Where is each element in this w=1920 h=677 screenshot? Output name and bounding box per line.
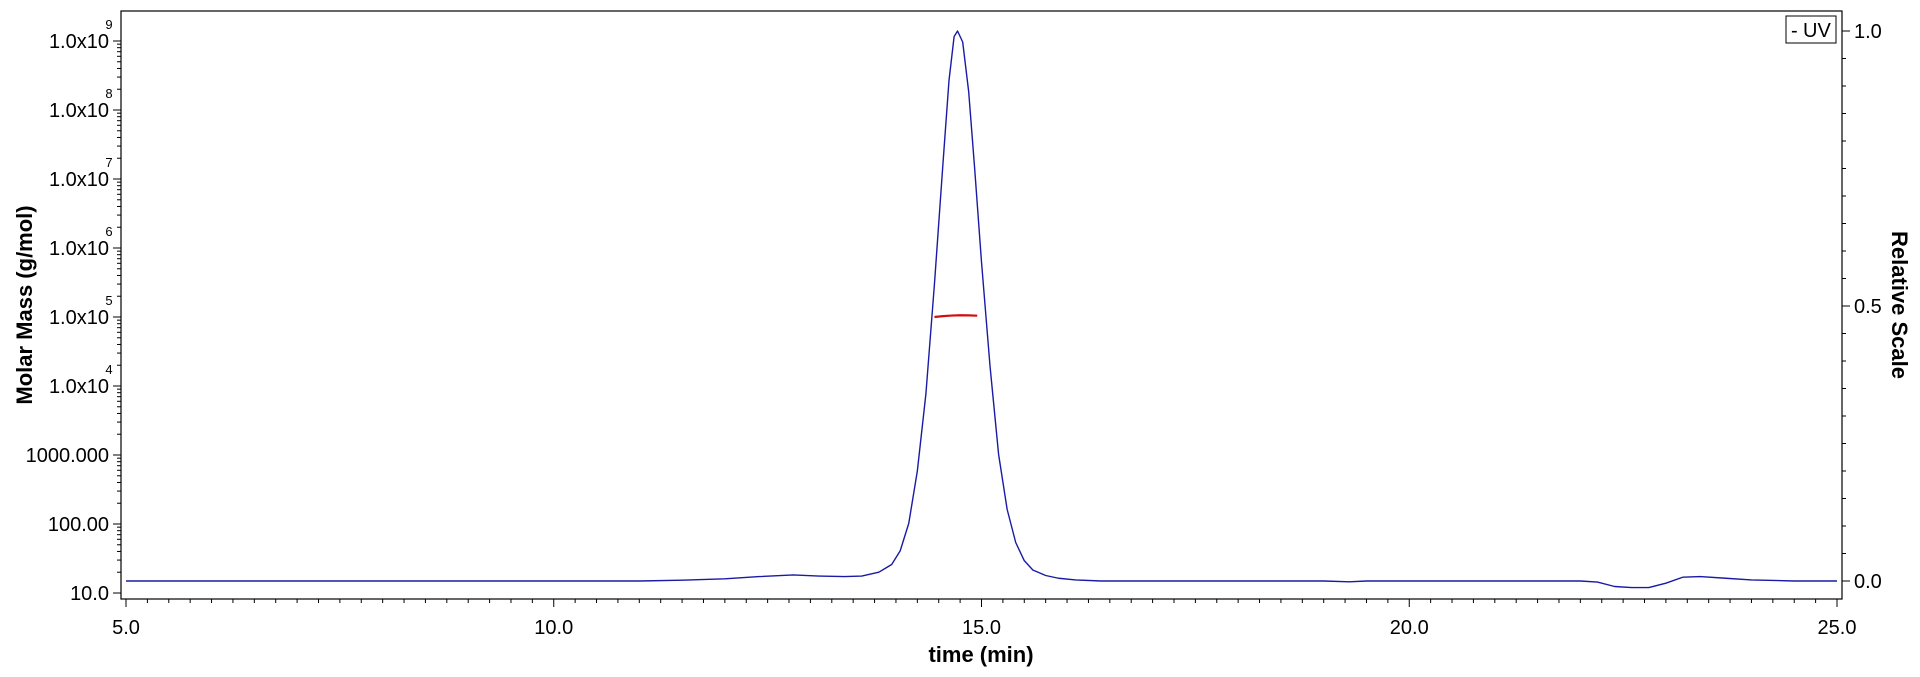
ticks-layer: 5.0 10.0 15.0 20.0 25.010.0100.001000.0001.0… (26, 17, 1882, 639)
x-axis-title: time (min) (928, 642, 1033, 667)
x-tick-label: 10.0 (534, 617, 573, 639)
legend: - UV (1785, 15, 1837, 44)
x-tick-label: 25.0 (1818, 617, 1857, 639)
y-axis-right-title: Relative Scale (1887, 231, 1912, 379)
y-right-tick-label: 1.0 (1854, 21, 1882, 43)
y-left-tick-exponent: 5 (105, 293, 112, 308)
y-left-tick-label: 1.0x10 (49, 100, 109, 122)
y-left-tick-label: 1.0x10 (49, 307, 109, 329)
y-left-tick-label: 1000.000 (26, 445, 109, 467)
y-left-tick-label: 1.0x10 (49, 169, 109, 191)
series-line-uv (126, 30, 1837, 589)
x-tick-label: 20.0 (1390, 617, 1429, 639)
x-tick-label: 15.0 (962, 617, 1001, 639)
y-left-tick-label: 1.0x10 (49, 31, 109, 53)
y-left-tick-exponent: 8 (105, 86, 112, 101)
plot-frame (120, 10, 1843, 600)
y-left-tick-exponent: 6 (105, 224, 112, 239)
y-left-tick-exponent: 4 (105, 362, 112, 377)
y-right-tick-label: 0.0 (1854, 571, 1882, 593)
y-left-tick-label: 10.0 (70, 583, 109, 605)
legend-label-uv: UV (1803, 20, 1831, 42)
y-left-tick-exponent: 7 (105, 155, 112, 170)
x-tick-label: 5.0 (112, 617, 140, 639)
y-right-tick-label: 0.5 (1854, 296, 1882, 318)
legend-box (1785, 15, 1837, 44)
y-left-tick-exponent: 9 (105, 17, 112, 32)
y-left-tick-label: 1.0x10 (49, 376, 109, 398)
series-line-molar-mass (934, 314, 978, 319)
y-left-tick-label: 1.0x10 (49, 238, 109, 260)
y-left-tick-label: 100.00 (48, 514, 109, 536)
y-axis-left-title: Molar Mass (g/mol) (12, 205, 37, 404)
series-layer (126, 30, 1837, 589)
legend-marker: - (1791, 20, 1798, 42)
